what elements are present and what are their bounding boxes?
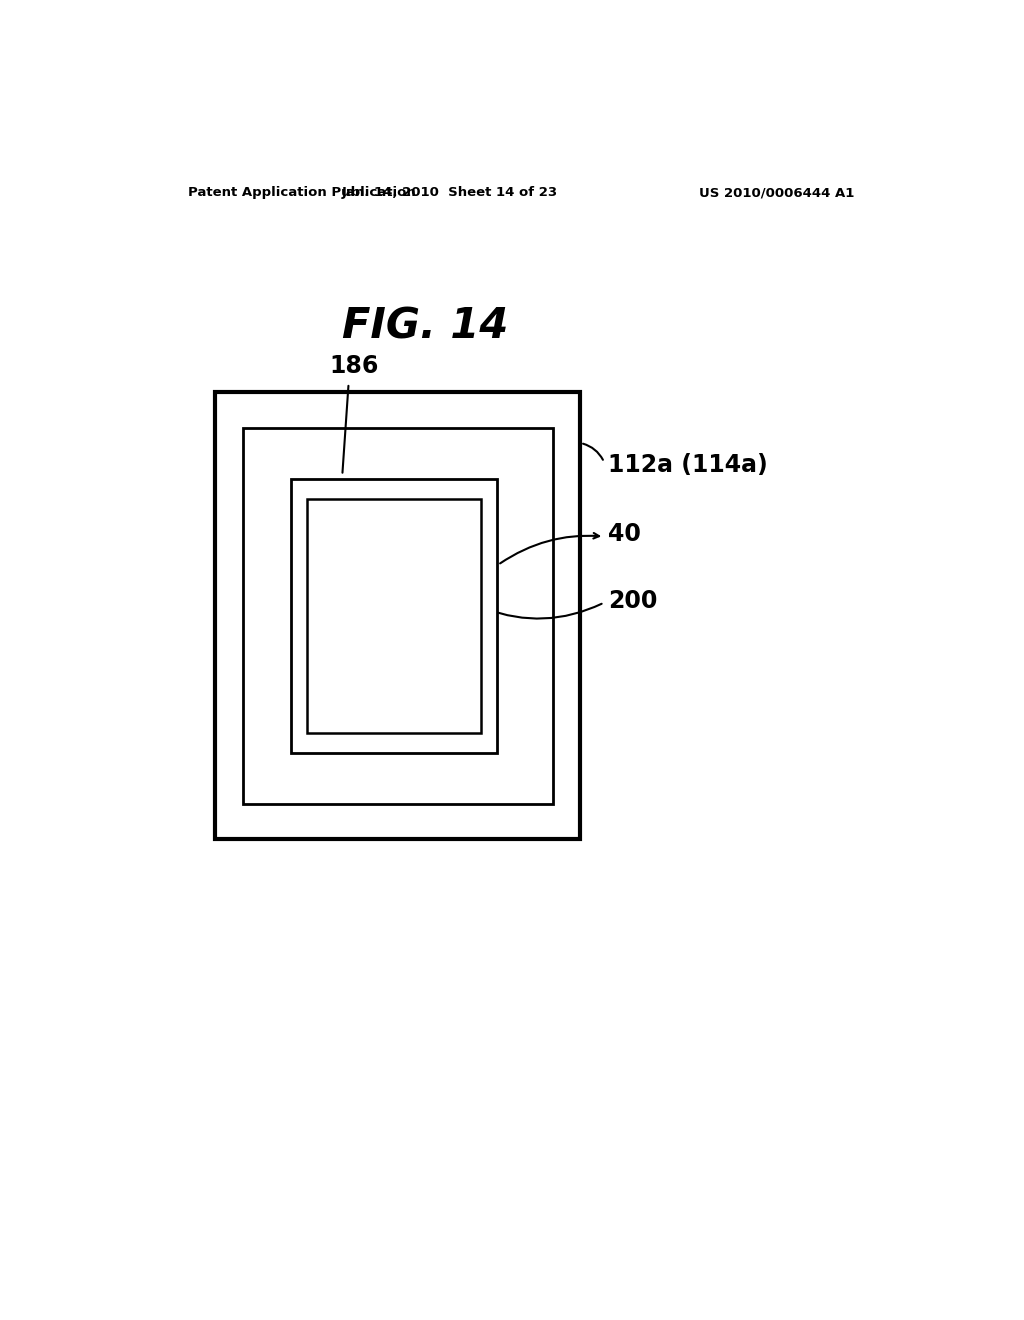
Text: Patent Application Publication: Patent Application Publication [187, 186, 416, 199]
Bar [291, 479, 497, 752]
Text: 200: 200 [608, 589, 657, 612]
Text: 186: 186 [330, 354, 379, 378]
Bar [243, 428, 553, 804]
Bar [215, 392, 581, 840]
Text: 112a (114a): 112a (114a) [608, 453, 768, 478]
Text: Jan. 14, 2010  Sheet 14 of 23: Jan. 14, 2010 Sheet 14 of 23 [341, 186, 557, 199]
Text: FIG. 14: FIG. 14 [342, 305, 509, 347]
Text: 40: 40 [608, 523, 641, 546]
Text: US 2010/0006444 A1: US 2010/0006444 A1 [699, 186, 855, 199]
Bar [306, 499, 481, 733]
